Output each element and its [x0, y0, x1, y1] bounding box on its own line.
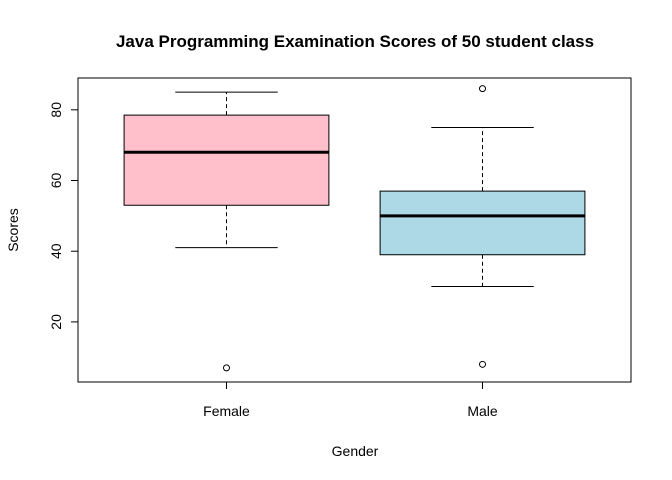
box-male — [379, 85, 586, 368]
box-female — [123, 91, 330, 372]
outlier-point — [222, 364, 230, 372]
y-axis-label: Scores — [5, 208, 21, 252]
y-tick-label: 80 — [48, 102, 64, 118]
outlier-point — [479, 85, 487, 93]
y-tick-label: 20 — [48, 314, 64, 330]
iqr-box — [379, 190, 586, 256]
box-group — [123, 85, 586, 372]
x-axis-ticks: Female Male — [203, 382, 498, 419]
x-axis-label: Gender — [332, 443, 379, 459]
x-tick-label: Male — [467, 403, 498, 419]
outlier-point — [479, 360, 487, 368]
iqr-box — [123, 114, 330, 206]
y-tick-label: 40 — [48, 243, 64, 259]
chart-title: Java Programming Examination Scores of 5… — [116, 32, 594, 51]
y-tick-label: 60 — [48, 173, 64, 189]
y-axis-ticks: 20 40 60 80 — [48, 102, 78, 330]
x-tick-label: Female — [203, 403, 250, 419]
